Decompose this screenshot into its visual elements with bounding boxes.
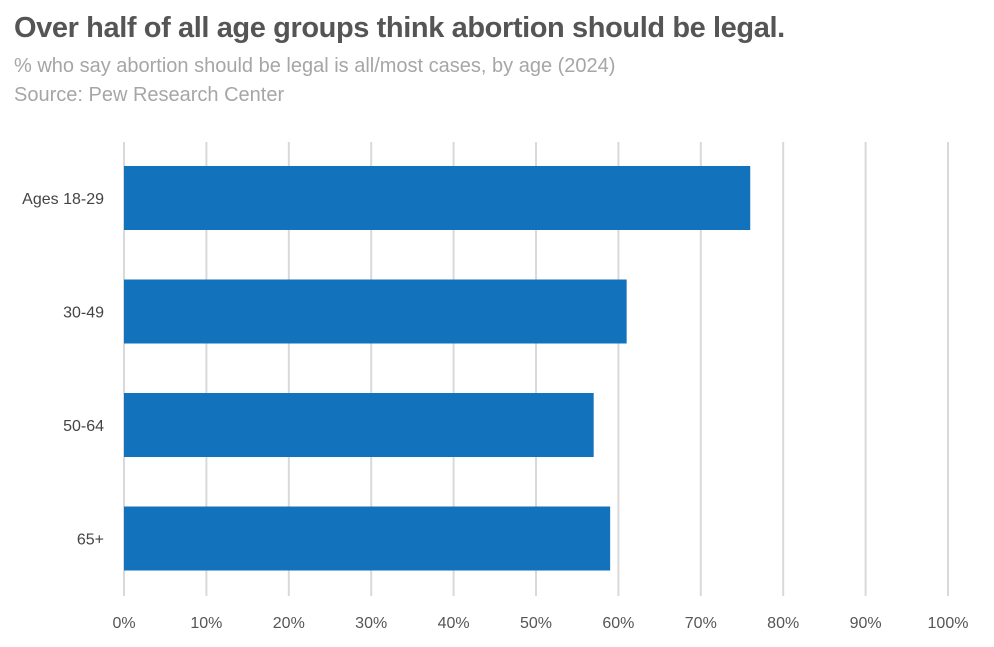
category-label: 30-49 [63, 305, 104, 322]
category-label: 65+ [77, 532, 104, 549]
chart-title: Over half of all age groups think aborti… [14, 12, 785, 44]
category-labels: Ages 18-29 30-49 50-64 65+ [22, 191, 104, 549]
x-tick-label: 0% [112, 615, 135, 632]
chart-subtitle: % who say abortion should be legal is al… [14, 55, 616, 77]
x-tick-label: 90% [850, 615, 882, 632]
bar [124, 393, 594, 457]
x-tick-label: 20% [273, 615, 305, 632]
x-tick-label: 40% [438, 615, 470, 632]
bar [124, 279, 627, 344]
bars [124, 166, 751, 571]
x-tick-label: 50% [520, 615, 552, 632]
bar [124, 166, 751, 230]
x-tick-label: 80% [767, 615, 799, 632]
x-tick-label: 70% [685, 615, 717, 632]
x-axis-tick-labels: 0% 10% 20% 30% 40% 50% 60% 70% 80% 90% 100% [112, 615, 968, 632]
x-tick-label: 10% [190, 615, 222, 632]
x-tick-label: 60% [602, 615, 634, 632]
category-label: 50-64 [63, 418, 104, 435]
chart-source: Source: Pew Research Center [14, 84, 285, 106]
bar [124, 506, 611, 571]
x-tick-label: 100% [928, 615, 969, 632]
category-label: Ages 18-29 [22, 191, 104, 208]
x-tick-label: 30% [355, 615, 387, 632]
